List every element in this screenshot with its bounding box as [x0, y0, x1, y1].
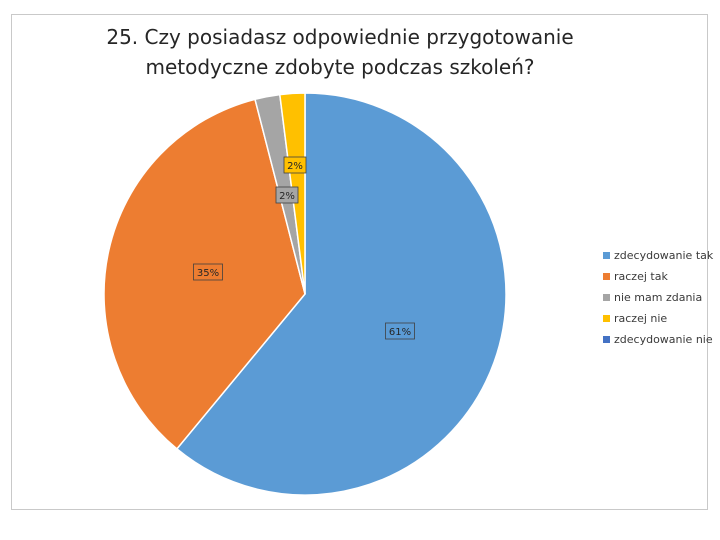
legend-label: nie mam zdania [614, 291, 703, 304]
legend-label: zdecydowanie tak [614, 249, 714, 262]
data-label-nie-mam-zdania: 2% [275, 186, 299, 204]
legend-swatch [603, 294, 610, 301]
data-label-text: 61% [389, 327, 411, 338]
legend-swatch [603, 315, 610, 322]
legend-item-zdecydowanie-tak: zdecydowanie tak [603, 245, 713, 266]
data-label-raczej-nie: 2% [283, 156, 307, 174]
legend-item-raczej-nie: raczej nie [603, 308, 713, 329]
legend-label: raczej tak [614, 270, 668, 283]
pie-slices [103, 92, 507, 496]
legend-swatch [603, 252, 610, 259]
pie-slice-zdecydowanie-tak [175, 92, 507, 496]
data-label-text: 2% [287, 161, 303, 172]
data-label-raczej-tak: 35% [193, 263, 223, 281]
legend-item-raczej-tak: raczej tak [603, 266, 713, 287]
legend-item-nie-mam-zdania: nie mam zdania [603, 287, 713, 308]
data-label-text: 2% [279, 191, 295, 202]
legend-swatch [603, 336, 610, 343]
legend-label: raczej nie [614, 312, 668, 325]
legend-label: zdecydowanie nie [614, 333, 713, 346]
pie-data-labels: 61% 35% 2% 2% [193, 156, 415, 340]
data-label-zdecydowanie-tak: 61% [385, 322, 415, 340]
chart-title: 25. Czy posiadasz odpowiednie przygotowa… [106, 25, 574, 79]
legend-swatch [603, 273, 610, 280]
legend-item-zdecydowanie-nie: zdecydowanie nie [603, 329, 713, 350]
data-label-text: 35% [197, 268, 219, 279]
chart-legend: zdecydowanie tak raczej tak nie mam zdania… [603, 245, 713, 350]
